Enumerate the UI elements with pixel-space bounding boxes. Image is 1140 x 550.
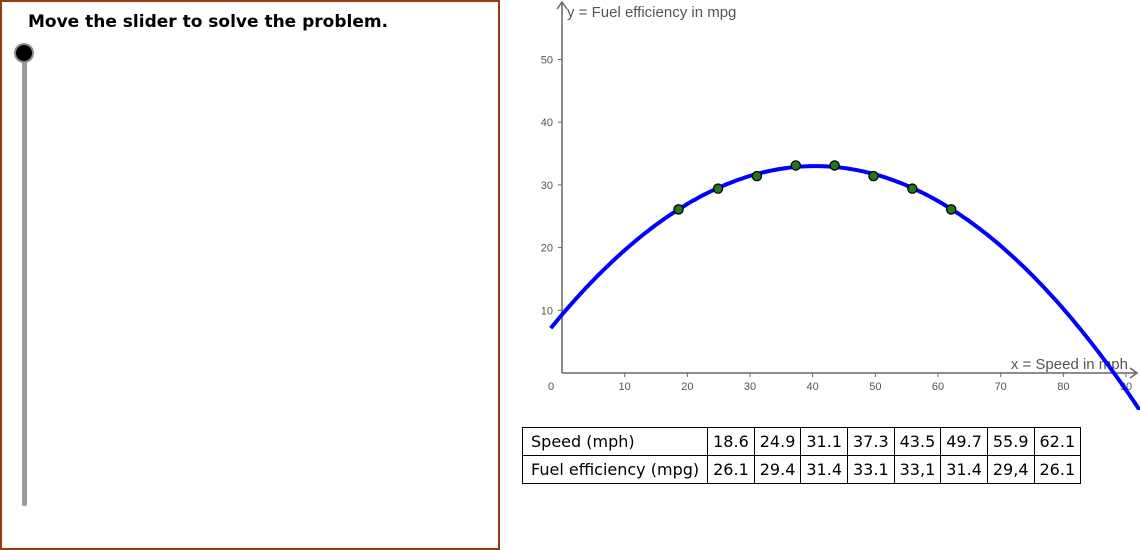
y-tick-label: 30: [541, 180, 553, 192]
x-tick-label: 30: [744, 381, 756, 393]
row-label: Fuel efficiency (mpg): [521, 455, 709, 484]
y-axis-arrow: [556, 0, 568, 10]
x-tick-label: 80: [1057, 381, 1069, 393]
table-cell: 26.1: [1033, 455, 1082, 484]
table-cell: 55.9: [986, 427, 1035, 456]
table-cell: 31.4: [800, 455, 848, 484]
fit-curve: [549, 164, 1140, 410]
y-tick-label: 10: [541, 305, 553, 317]
table-cell: 43.5: [893, 427, 942, 456]
table-row: Speed (mph) 18.6 24.9 31.1 37.3 43.5 49.7 55.9 6…: [521, 427, 1082, 456]
data-point: [868, 170, 879, 182]
x-tick-label: 20: [681, 381, 693, 393]
table-cell: 31.1: [800, 427, 848, 456]
y-axis-title: y = Fuel efficiency in mpg: [567, 4, 736, 21]
data-table: Speed (mph) 18.6 24.9 31.1 37.3 43.5 49.7 55.9 6…: [521, 427, 1082, 484]
data-point: [907, 183, 918, 194]
data-point: [673, 204, 684, 215]
slider-panel: Move the slider to solve the problem.: [0, 0, 500, 550]
data-point: [712, 183, 724, 194]
data-point: [829, 160, 840, 171]
data-points: [673, 160, 957, 215]
data-point: [751, 170, 763, 182]
x-axis-title: x = Speed in mph: [1011, 356, 1128, 373]
slider-track[interactable]: [22, 54, 27, 506]
instruction-text: Move the slider to solve the problem.: [28, 12, 389, 32]
slider-handle[interactable]: [16, 45, 32, 61]
row-label: Speed (mph): [521, 427, 709, 456]
y-tick-label: 50: [541, 55, 553, 67]
table-cell: 31.4: [940, 455, 988, 484]
table-cell: 62.1: [1033, 427, 1082, 456]
table-cell: 26.1: [707, 455, 755, 484]
table-cell: 29.4: [753, 455, 802, 484]
fit-curve-layer: [549, 164, 1140, 410]
x-axis-arrow: [1129, 367, 1139, 379]
x-tick-label: 0: [548, 381, 554, 393]
table-row: Fuel efficiency (mpg) 26.1 29.4 31.4 33.1 33,…: [521, 455, 1082, 484]
y-tick-label: 40: [541, 117, 553, 129]
table-cell: 37.3: [847, 427, 895, 456]
x-tick-label: 40: [807, 381, 819, 393]
graph-area: 0 10 20 30 40 50 60 70 80 90 10 20 30 40 50 y = Fuel ef…: [500, 0, 1140, 410]
x-tick-label: 70: [995, 381, 1007, 393]
y-tick-label: 20: [541, 243, 553, 255]
data-point: [790, 160, 802, 171]
table-cell: 33.1: [847, 455, 895, 484]
x-tick-label: 10: [619, 381, 631, 393]
table-cell: 49.7: [940, 427, 988, 456]
table-cell: 29,4: [986, 455, 1035, 484]
table-cell: 18.6: [707, 427, 755, 456]
x-tick-label: 60: [932, 381, 944, 393]
table-cell: 33,1: [893, 455, 942, 484]
data-point: [945, 204, 957, 215]
x-tick-label: 50: [869, 381, 881, 393]
table-cell: 24.9: [753, 427, 802, 456]
